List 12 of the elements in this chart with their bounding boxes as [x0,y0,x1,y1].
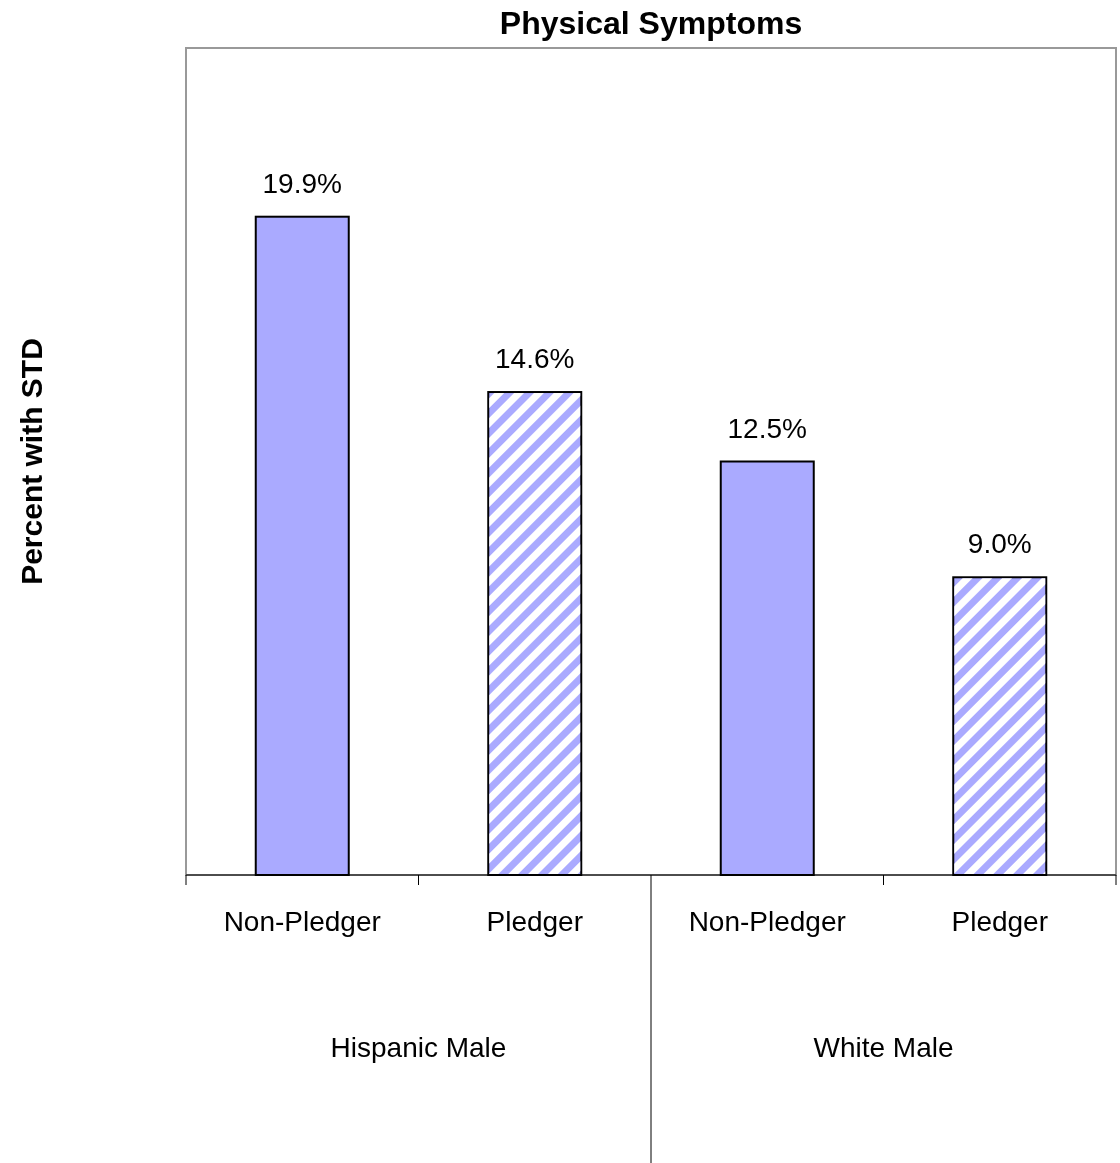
data-label: 14.6% [495,343,575,375]
series-label: Pledger [486,906,584,937]
data-label: 19.9% [262,167,342,199]
data-label: 12.5% [727,412,807,444]
y-axis-title: Percent with STD [15,338,48,585]
x-tick-label: White Male [813,1032,954,1063]
x-tick-label: Hispanic Male [330,1032,507,1063]
data-label: 9.0% [967,528,1032,560]
series-label: Non-Pledger [223,906,381,937]
text: Non-Pledger [688,906,846,937]
chart-title: Physical Symptoms [499,5,803,41]
text: Pledger [951,906,1049,937]
